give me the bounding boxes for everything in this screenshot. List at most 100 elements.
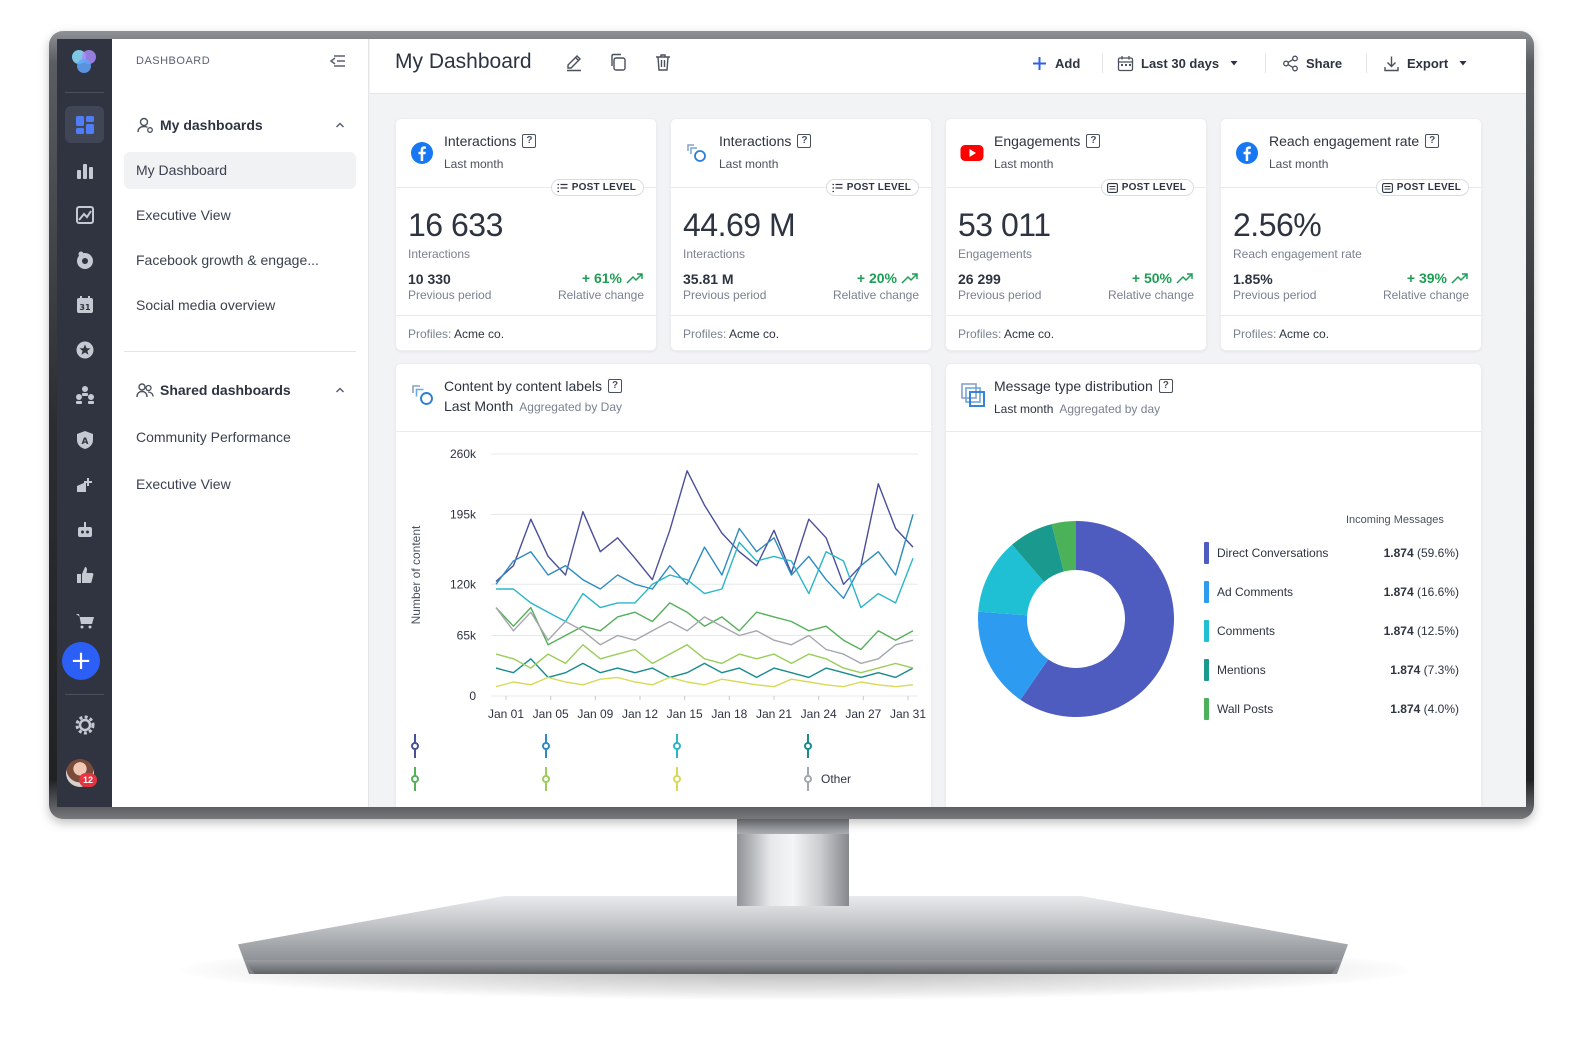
legend-marker-series-6[interactable] <box>541 767 551 791</box>
users-icon <box>136 383 154 398</box>
date-range-label: Last 30 days <box>1141 55 1220 71</box>
rail-dashboard-icon[interactable] <box>65 106 104 143</box>
legend-value: 1.874 (12.5%) <box>1383 624 1459 638</box>
rail-campaign-icon[interactable] <box>65 466 104 503</box>
content-labels-chart-card[interactable]: Content by content labels? Last Month Agg… <box>395 363 932 807</box>
y-tick-label: 0 <box>469 689 476 703</box>
export-dropdown[interactable]: Export <box>1383 51 1468 75</box>
line-series-5[interactable] <box>495 602 914 651</box>
metric-card-content-interactions[interactable]: Interactions? Last month POST LEVEL 44.6… <box>670 118 932 351</box>
metric-period: Last month <box>1269 157 1329 171</box>
donut-slice-ad-comments[interactable] <box>978 611 1049 700</box>
legend-label: Mentions <box>1217 663 1266 677</box>
legend-marker-series-1[interactable] <box>410 734 420 758</box>
legend-marker-series-3[interactable] <box>672 734 682 758</box>
legend-row-ad-comments[interactable]: Ad Comments 1.874 (16.6%) <box>1204 581 1459 603</box>
line-series-4[interactable] <box>495 658 914 679</box>
my-dashboards-section[interactable]: My dashboards <box>136 116 346 134</box>
previous-period-value: 35.81 M <box>683 271 734 287</box>
rail-analytics-icon[interactable] <box>65 151 104 188</box>
donut-slice-comments[interactable] <box>978 544 1045 616</box>
collapse-panel-icon[interactable] <box>328 51 348 71</box>
card-divider <box>1221 187 1481 188</box>
rail-ads-shield-icon[interactable]: A <box>65 421 104 458</box>
nav-item-facebook-growth[interactable]: Facebook growth & engage... <box>136 252 319 268</box>
chart-title: Message type distribution? <box>994 378 1173 394</box>
legend-value: 1.874 (4.0%) <box>1390 702 1459 716</box>
metric-card-reach-engagement-rate[interactable]: Reach engagement rate? Last month POST L… <box>1220 118 1482 351</box>
post-level-badge: POST LEVEL <box>825 179 919 196</box>
donut-slice-mentions[interactable] <box>1012 524 1064 582</box>
relative-change-label: Relative change <box>557 288 644 302</box>
content-labels-icon <box>412 385 433 405</box>
legend-row-mentions[interactable]: Mentions 1.874 (7.3%) <box>1204 659 1459 681</box>
help-icon[interactable]: ? <box>1425 134 1440 148</box>
legend-marker-series-2[interactable] <box>541 734 551 758</box>
donut-slice-direct-conversations[interactable] <box>1020 521 1174 717</box>
message-type-chart-card[interactable]: Message type distribution? Last month Agg… <box>945 363 1482 807</box>
legend-marker-series-5[interactable] <box>410 767 420 791</box>
delete-trash-icon[interactable] <box>653 52 673 72</box>
duplicate-icon[interactable] <box>608 52 628 72</box>
nav-item-shared-executive-view[interactable]: Executive View <box>136 476 231 492</box>
legend-row-comments[interactable]: Comments 1.874 (12.5%) <box>1204 620 1459 642</box>
help-icon[interactable]: ? <box>522 134 537 148</box>
legend-label: Comments <box>1217 624 1276 638</box>
donut-slice-wall-posts[interactable] <box>1051 521 1076 572</box>
nav-item-my-dashboard[interactable]: My Dashboard <box>124 152 356 189</box>
help-icon[interactable]: ? <box>608 379 622 393</box>
legend-color-swatch <box>1204 620 1209 642</box>
line-series-7[interactable] <box>495 676 914 688</box>
chevron-up-icon[interactable] <box>334 384 346 396</box>
legend-marker-series-4[interactable] <box>803 734 813 758</box>
rail-calendar-icon[interactable]: 31 <box>65 286 104 323</box>
line-series-2[interactable] <box>495 514 914 600</box>
help-icon[interactable]: ? <box>1158 379 1173 393</box>
metric-value-label: Engagements <box>958 247 1033 261</box>
create-new-button[interactable]: + <box>62 642 100 680</box>
profiles-info: Profiles: Acme co. <box>958 327 1055 341</box>
line-series-6[interactable] <box>495 644 914 674</box>
legend-marker-series-8[interactable] <box>803 767 813 791</box>
trend-up-icon <box>1176 273 1193 284</box>
monitor-stand-rim <box>243 960 1343 974</box>
legend-row-direct-conversations[interactable]: Direct Conversations 1.874 (59.6%) <box>1204 542 1459 564</box>
settings-gear-icon[interactable] <box>65 706 104 743</box>
previous-period-value: 1.85% <box>1233 271 1273 287</box>
rail-reports-icon[interactable] <box>65 196 104 233</box>
chevron-up-icon[interactable] <box>334 119 346 131</box>
nav-item-community-performance[interactable]: Community Performance <box>136 429 291 445</box>
legend-color-swatch <box>1204 542 1209 564</box>
edit-pencil-icon[interactable] <box>564 52 584 72</box>
help-icon[interactable]: ? <box>1086 134 1101 148</box>
rail-bot-icon[interactable] <box>65 511 104 548</box>
line-series-3[interactable] <box>496 541 914 623</box>
metric-card-youtube-engagements[interactable]: Engagements? Last month POST LEVEL 53 01… <box>945 118 1207 351</box>
app-logo-icon[interactable] <box>67 45 101 79</box>
nav-item-executive-view[interactable]: Executive View <box>136 207 231 223</box>
rail-listening-icon[interactable] <box>65 241 104 278</box>
y-axis-label: Number of content <box>409 525 423 624</box>
rail-likes-icon[interactable] <box>65 556 104 593</box>
nav-title: DASHBOARD <box>136 55 211 67</box>
post-level-badge: POST LEVEL <box>1100 179 1194 196</box>
post-level-icon <box>832 183 843 192</box>
date-range-dropdown[interactable]: Last 30 days <box>1117 51 1239 75</box>
app-screen: 31 A + 12 DASHBOARD <box>57 39 1526 807</box>
nav-item-social-media-overview[interactable]: Social media overview <box>136 297 276 313</box>
help-icon[interactable]: ? <box>797 134 812 148</box>
legend-row-wall-posts[interactable]: Wall Posts 1.874 (4.0%) <box>1204 698 1459 720</box>
message-types-icon <box>961 383 985 407</box>
shared-dashboards-label: Shared dashboards <box>160 382 291 398</box>
line-series-1[interactable] <box>495 470 914 586</box>
rail-shop-icon[interactable] <box>65 601 104 638</box>
rail-audience-icon[interactable] <box>65 376 104 413</box>
shared-dashboards-section[interactable]: Shared dashboards <box>136 381 346 399</box>
share-button[interactable]: Share <box>1282 51 1342 75</box>
rail-reviews-icon[interactable] <box>65 331 104 368</box>
line-series-8[interactable] <box>495 607 914 665</box>
relative-change-value: + 61% <box>582 270 644 286</box>
metric-card-facebook-interactions[interactable]: Interactions? Last month POST LEVEL 16 6… <box>395 118 657 351</box>
legend-marker-series-7[interactable] <box>672 767 682 791</box>
add-widget-button[interactable]: Add <box>1031 51 1080 75</box>
